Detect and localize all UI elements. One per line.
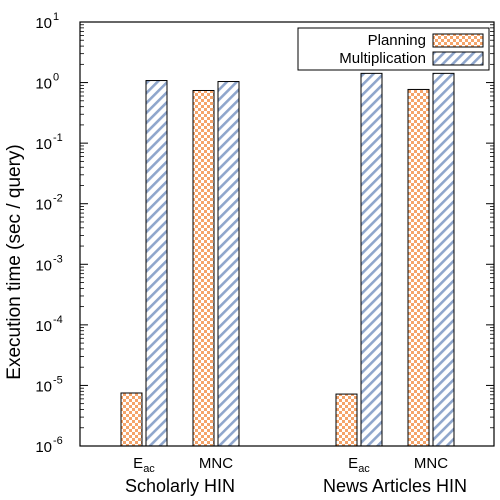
y-axis-title: Execution time (sec / query) bbox=[4, 144, 25, 379]
y-tick-label: 10 bbox=[35, 76, 52, 93]
bar-multiplication bbox=[145, 80, 168, 447]
bar-planning bbox=[120, 392, 143, 447]
y-tick-label: 10 bbox=[35, 15, 52, 32]
bar-planning bbox=[192, 89, 215, 447]
y-tick-label: 10 bbox=[35, 439, 52, 456]
bar-planning bbox=[335, 393, 358, 447]
category-label: MNC bbox=[199, 455, 233, 472]
y-tick-exponent: -4 bbox=[53, 314, 63, 326]
bar-multiplication bbox=[217, 81, 240, 447]
y-tick-exponent: 0 bbox=[53, 72, 59, 84]
group-label: Scholarly HIN bbox=[125, 476, 235, 496]
y-tick-label: 10 bbox=[35, 197, 52, 214]
legend: Planning Multiplication bbox=[297, 27, 490, 71]
y-tick-exponent: -6 bbox=[53, 435, 63, 447]
legend-swatch-multiplication bbox=[432, 51, 484, 66]
category-label: MNC bbox=[414, 455, 448, 472]
bar-multiplication bbox=[360, 72, 383, 447]
y-tick-label: 10 bbox=[35, 378, 52, 395]
y-tick-exponent: -5 bbox=[53, 374, 63, 386]
bars bbox=[120, 72, 455, 447]
y-tick-exponent: 1 bbox=[53, 11, 59, 23]
category-label: Eac bbox=[348, 455, 370, 475]
bar-planning bbox=[407, 88, 430, 447]
plot-frame bbox=[79, 21, 495, 447]
y-tick-exponent: -2 bbox=[53, 193, 63, 205]
legend-swatch-planning bbox=[432, 33, 484, 48]
category-label: Eac bbox=[133, 455, 155, 475]
y-tick-label: 10 bbox=[35, 257, 52, 274]
y-tick-exponent: -1 bbox=[53, 132, 63, 144]
bar-multiplication bbox=[432, 72, 455, 447]
y-tick-label: 10 bbox=[35, 136, 52, 153]
legend-label-planning: Planning bbox=[368, 32, 426, 49]
legend-label-multiplication: Multiplication bbox=[339, 50, 426, 67]
y-tick-exponent: -3 bbox=[53, 253, 63, 265]
group-label: News Articles HIN bbox=[323, 476, 467, 496]
y-tick-label: 10 bbox=[35, 318, 52, 335]
